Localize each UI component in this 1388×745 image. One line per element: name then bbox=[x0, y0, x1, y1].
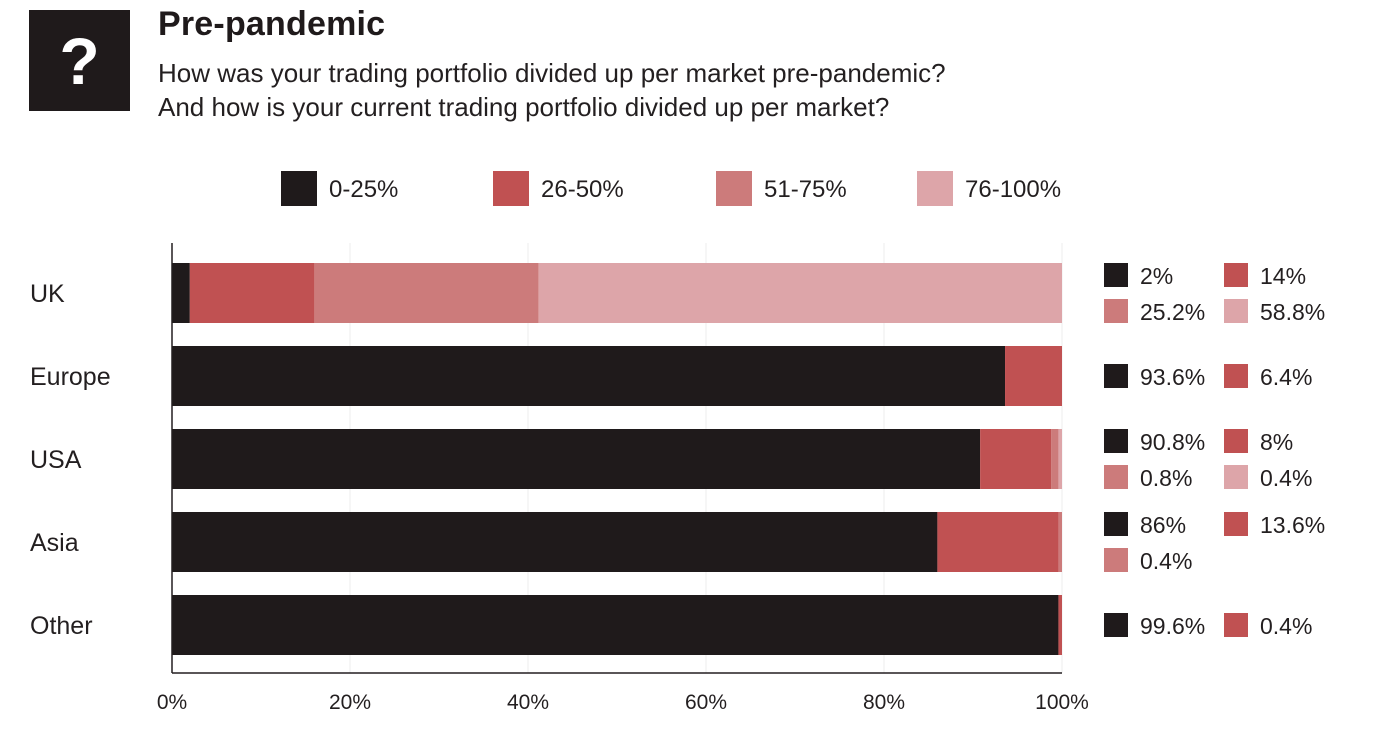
bar-segment-other-1 bbox=[172, 595, 1059, 655]
chart-subtitle: How was your trading portfolio divided u… bbox=[158, 56, 946, 124]
value-label: 14% bbox=[1260, 263, 1306, 289]
x-tick-label: 100% bbox=[1035, 691, 1089, 714]
chart-title: Pre-pandemic bbox=[158, 5, 386, 43]
value-label: 25.2% bbox=[1140, 299, 1205, 325]
value-swatch bbox=[1104, 548, 1128, 572]
legend-swatch-3 bbox=[716, 171, 752, 206]
value-label: 86% bbox=[1140, 512, 1186, 538]
value-label: 90.8% bbox=[1140, 429, 1205, 455]
legend-swatch-1 bbox=[281, 171, 317, 206]
bar-segment-uk-4 bbox=[538, 263, 1062, 323]
value-label: 13.6% bbox=[1260, 512, 1325, 538]
value-swatch bbox=[1224, 299, 1248, 323]
bar-segment-usa-2 bbox=[980, 429, 1052, 489]
bar-segment-europe-1 bbox=[172, 346, 1006, 406]
legend-label-4: 76-100% bbox=[965, 176, 1061, 203]
bar-segment-uk-1 bbox=[172, 263, 190, 323]
subtitle-line-2: And how is your current trading portfoli… bbox=[158, 92, 890, 122]
category-label-asia: Asia bbox=[30, 529, 79, 557]
category-label-uk: UK bbox=[30, 280, 65, 308]
value-swatch bbox=[1224, 512, 1248, 536]
bar-segment-asia-1 bbox=[172, 512, 938, 572]
bar-segment-usa-3 bbox=[1051, 429, 1059, 489]
value-label: 0.8% bbox=[1140, 465, 1192, 491]
bar-segment-asia-3 bbox=[1058, 512, 1062, 572]
value-swatch bbox=[1104, 364, 1128, 388]
value-swatch bbox=[1104, 299, 1128, 323]
value-swatch bbox=[1104, 465, 1128, 489]
x-tick-label: 40% bbox=[507, 691, 549, 714]
bar-segment-uk-3 bbox=[314, 263, 539, 323]
subtitle-line-1: How was your trading portfolio divided u… bbox=[158, 58, 946, 88]
legend-label-1: 0-25% bbox=[329, 176, 398, 203]
value-label: 0.4% bbox=[1140, 548, 1192, 574]
value-label: 0.4% bbox=[1260, 613, 1312, 639]
x-tick-label: 80% bbox=[863, 691, 905, 714]
value-label: 6.4% bbox=[1260, 364, 1312, 390]
bar-segment-uk-2 bbox=[189, 263, 315, 323]
value-swatch bbox=[1104, 429, 1128, 453]
bar-segment-usa-1 bbox=[172, 429, 981, 489]
bar-segment-asia-2 bbox=[937, 512, 1059, 572]
legend-swatch-2 bbox=[493, 171, 529, 206]
value-label: 93.6% bbox=[1140, 364, 1205, 390]
category-label-other: Other bbox=[30, 612, 93, 640]
value-swatch bbox=[1224, 613, 1248, 637]
legend-label-2: 26-50% bbox=[541, 176, 624, 203]
value-label: 58.8% bbox=[1260, 299, 1325, 325]
x-tick-label: 60% bbox=[685, 691, 727, 714]
value-swatch bbox=[1104, 263, 1128, 287]
x-tick-label: 20% bbox=[329, 691, 371, 714]
bar-segment-europe-2 bbox=[1005, 346, 1062, 406]
value-swatch bbox=[1104, 613, 1128, 637]
category-label-usa: USA bbox=[30, 446, 82, 474]
value-label: 99.6% bbox=[1140, 613, 1205, 639]
value-swatch bbox=[1224, 465, 1248, 489]
value-swatch bbox=[1224, 364, 1248, 388]
bar-segment-other-2 bbox=[1058, 595, 1062, 655]
question-mark-icon: ? bbox=[29, 10, 130, 111]
value-swatch bbox=[1104, 512, 1128, 536]
legend-label-3: 51-75% bbox=[764, 176, 847, 203]
x-tick-label: 0% bbox=[157, 691, 187, 714]
value-swatch bbox=[1224, 429, 1248, 453]
value-label: 0.4% bbox=[1260, 465, 1312, 491]
legend-swatch-4 bbox=[917, 171, 953, 206]
value-label: 2% bbox=[1140, 263, 1173, 289]
category-label-europe: Europe bbox=[30, 363, 111, 391]
value-label: 8% bbox=[1260, 429, 1293, 455]
value-swatch bbox=[1224, 263, 1248, 287]
bar-segment-usa-4 bbox=[1058, 429, 1062, 489]
